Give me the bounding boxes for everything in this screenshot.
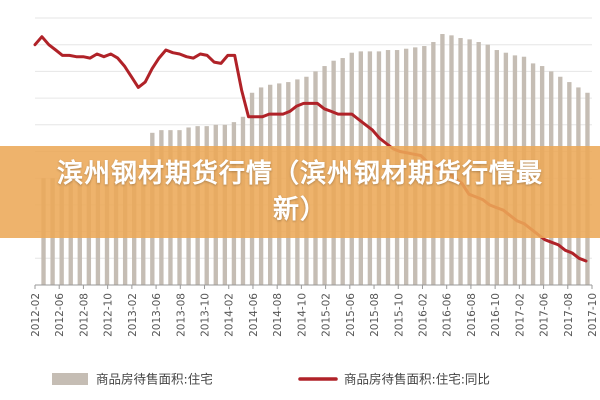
x-tick-label: 2013-10: [200, 293, 212, 337]
x-tick-label: 2014-06: [248, 293, 260, 337]
x-tick-label: 2013-08: [175, 293, 187, 337]
legend: 商品房待售面积:住宅 商品房待售面积:住宅:同比: [52, 372, 490, 387]
x-tick-label: 2016-06: [442, 293, 454, 337]
x-tick-label: 2012-02: [30, 293, 42, 337]
x-tick-label: 2016-10: [490, 293, 502, 337]
x-tick-label: 2012-08: [78, 293, 90, 337]
x-tick-label: 2017-02: [514, 293, 526, 337]
x-tick-label: 2014-10: [296, 293, 308, 337]
x-tick-label: 2016-08: [466, 293, 478, 337]
x-tick-label: 2013-02: [127, 293, 139, 337]
legend-swatch-bar: [52, 373, 88, 385]
x-tick-label: 2014-02: [224, 293, 236, 337]
x-tick-label: 2012-10: [103, 293, 115, 337]
x-tick-label: 2017-10: [587, 293, 599, 337]
x-axis: 2012-02 2012-06 2012-08 2012-10 2013-02 2013-…: [30, 284, 599, 337]
x-tick-label: 2013-06: [151, 293, 163, 337]
banner-title: 滨州钢材期货行情（滨州钢材期货行情最新）: [56, 159, 543, 225]
title-banner: 滨州钢材期货行情（滨州钢材期货行情最新）: [0, 146, 600, 238]
x-tick-label: 2017-06: [539, 293, 551, 337]
legend-label: 商品房待售面积:住宅: [96, 372, 213, 387]
x-tick-label: 2014-08: [272, 293, 284, 337]
x-tick-label: 2015-08: [369, 293, 381, 337]
legend-label: 商品房待售面积:住宅:同比: [344, 372, 490, 387]
x-tick-label: 2016-02: [417, 293, 429, 337]
x-tick-label: 2015-06: [345, 293, 357, 337]
x-tick-label: 2015-10: [393, 293, 405, 337]
x-tick-label: 2012-06: [54, 293, 66, 337]
x-tick-label: 2017-08: [563, 293, 575, 337]
x-tick-label: 2015-02: [321, 293, 333, 337]
